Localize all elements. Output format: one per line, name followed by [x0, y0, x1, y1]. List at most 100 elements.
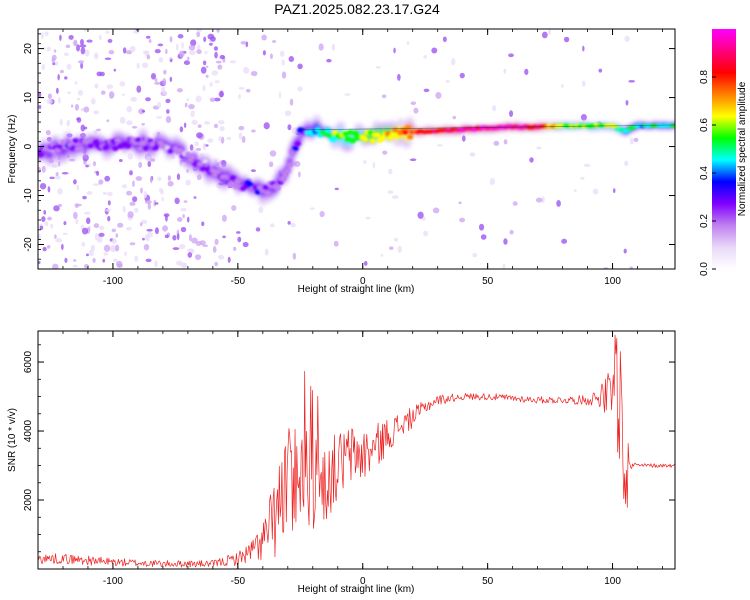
spectrogram-noise-blob: [145, 200, 152, 205]
spectrogram-noise-blob: [241, 135, 246, 143]
spectrogram-noise-blob: [489, 178, 496, 186]
spectrogram-noise-blob: [73, 39, 78, 47]
spectrogram-ridge-blob: [342, 131, 349, 137]
spectrogram-noise-blob: [623, 248, 627, 254]
spectrogram-noise-blob: [136, 62, 140, 69]
spectrogram-ridge-blob: [262, 184, 269, 191]
spectrogram-noise-blob: [297, 86, 303, 92]
spectrogram-ridge-blob: [114, 137, 122, 143]
spectrogram-noise-blob: [214, 261, 218, 267]
spectrogram-noise-blob: [309, 207, 315, 210]
spectrogram-noise-blob: [197, 124, 202, 129]
spectrogram-noise-blob: [40, 32, 44, 39]
spectrogram-noise-blob: [149, 176, 153, 184]
spectrogram-noise-blob: [96, 170, 100, 176]
spectrogram-noise-blob: [92, 183, 100, 187]
snr-series-line: [38, 334, 675, 568]
spectrogram-noise-blob: [129, 45, 136, 53]
spectrogram-noise-blob: [102, 191, 107, 195]
spectrogram-noise-blob: [188, 234, 192, 242]
spectrogram-noise-blob: [162, 78, 167, 86]
spectrogram-noise-blob: [582, 45, 585, 52]
spectrogram-ridge-blob: [294, 141, 301, 147]
spectrogram-noise-blob: [169, 76, 173, 82]
spectrogram-noise-blob: [393, 47, 396, 54]
spectrogram-ridge-blob: [292, 146, 299, 152]
spectrogram-noise-blob: [509, 229, 514, 235]
spectrogram-noise-blob: [129, 201, 136, 206]
spectrogram-noise-blob: [202, 60, 207, 66]
spectrogram-noise-blob: [202, 85, 206, 92]
spectrogram-ridge-blob: [209, 167, 217, 174]
spectrogram-ridge-blob: [252, 185, 259, 191]
spectrogram-noise-blob: [580, 176, 585, 180]
spectrogram-noise-blob: [344, 93, 351, 96]
spectrogram-noise-blob: [67, 91, 72, 95]
spectrogram-noise-blob: [478, 223, 485, 231]
spectrogram-noise-blob: [107, 191, 113, 197]
spectrogram-noise-blob: [138, 108, 145, 115]
spectrogram-noise-blob: [436, 144, 443, 147]
spectrogram-noise-blob: [162, 225, 168, 232]
spectrogram-noise-blob: [45, 129, 51, 136]
spectrogram-noise-blob: [194, 254, 202, 260]
spectrogram-noise-blob: [196, 49, 202, 55]
spectrogram-ridge-blob: [109, 138, 117, 145]
spectrogram-noise-blob: [178, 243, 186, 250]
spectrogram-noise-blob: [130, 96, 138, 102]
spectrogram-noise-blob: [63, 52, 69, 57]
spectrogram-noise-blob: [126, 226, 132, 231]
spectrogram-noise-blob: [59, 34, 62, 41]
spectrogram-noise-blob: [180, 226, 187, 233]
colorbar-tick-label: 0.8: [699, 70, 710, 84]
spectrogram-noise-blob: [242, 241, 249, 248]
spectrogram-noise-blob: [372, 161, 376, 169]
spectrogram-noise-blob: [111, 228, 116, 233]
spectrogram-noise-blob: [143, 243, 150, 251]
spectrogram-noise-blob: [144, 234, 149, 241]
spectrogram-noise-blob: [184, 102, 188, 108]
spectrogram-noise-blob: [196, 29, 203, 33]
spectrogram-noise-blob: [105, 208, 112, 212]
spectrogram-x-tick-label: -100: [103, 276, 123, 287]
spectrogram-noise-blob: [459, 217, 466, 223]
spectrogram-noise-blob: [363, 261, 368, 266]
spectrogram-noise-blob: [211, 70, 219, 76]
spectrogram-noise-blob: [39, 225, 44, 230]
spectrogram-noise-blob: [183, 122, 187, 128]
spectrogram-noise-blob: [177, 34, 184, 39]
spectrogram-noise-blob: [183, 60, 191, 66]
spectrogram-noise-blob: [333, 240, 339, 247]
spectrogram-noise-blob: [113, 68, 117, 72]
spectrogram-noise-blob: [99, 225, 105, 231]
spectrogram-noise-blob: [147, 160, 152, 167]
spectrogram-noise-blob: [93, 223, 100, 229]
spectrogram-noise-blob: [80, 62, 84, 69]
spectrogram-noise-blob: [96, 71, 102, 77]
spectrogram-x-tick-label: 50: [482, 276, 494, 287]
spectrogram-noise-blob: [269, 53, 273, 60]
spectrogram-noise-blob: [207, 138, 214, 143]
spectrogram-ridge-blob: [102, 144, 109, 150]
spectrogram-noise-blob: [106, 84, 114, 89]
spectrogram-noise-blob: [196, 147, 202, 151]
spectrogram-noise-blob: [176, 173, 181, 181]
spectrogram-noise-blob: [165, 98, 171, 104]
spectrogram-noise-blob: [111, 238, 117, 245]
spectrogram-noise-blob: [213, 123, 219, 129]
spectrogram-noise-blob: [633, 137, 639, 142]
spectrogram-ridge-blob: [124, 143, 132, 149]
spectrogram-noise-blob: [231, 205, 237, 211]
spectrogram-noise-blob: [167, 175, 172, 181]
spectrogram-ridge-blob: [184, 151, 192, 157]
spectrogram-noise-blob: [57, 74, 60, 81]
spectrogram-noise-blob: [94, 233, 100, 241]
spectrogram-noise-blob: [122, 47, 127, 54]
spectrogram-noise-blob: [77, 89, 84, 96]
spectrogram-noise-blob: [47, 93, 53, 100]
spectrogram-noise-blob: [229, 60, 237, 64]
spectrogram-noise-blob: [119, 81, 126, 87]
spectrogram-noise-blob: [157, 176, 162, 181]
spectrogram-noise-blob: [53, 205, 60, 212]
